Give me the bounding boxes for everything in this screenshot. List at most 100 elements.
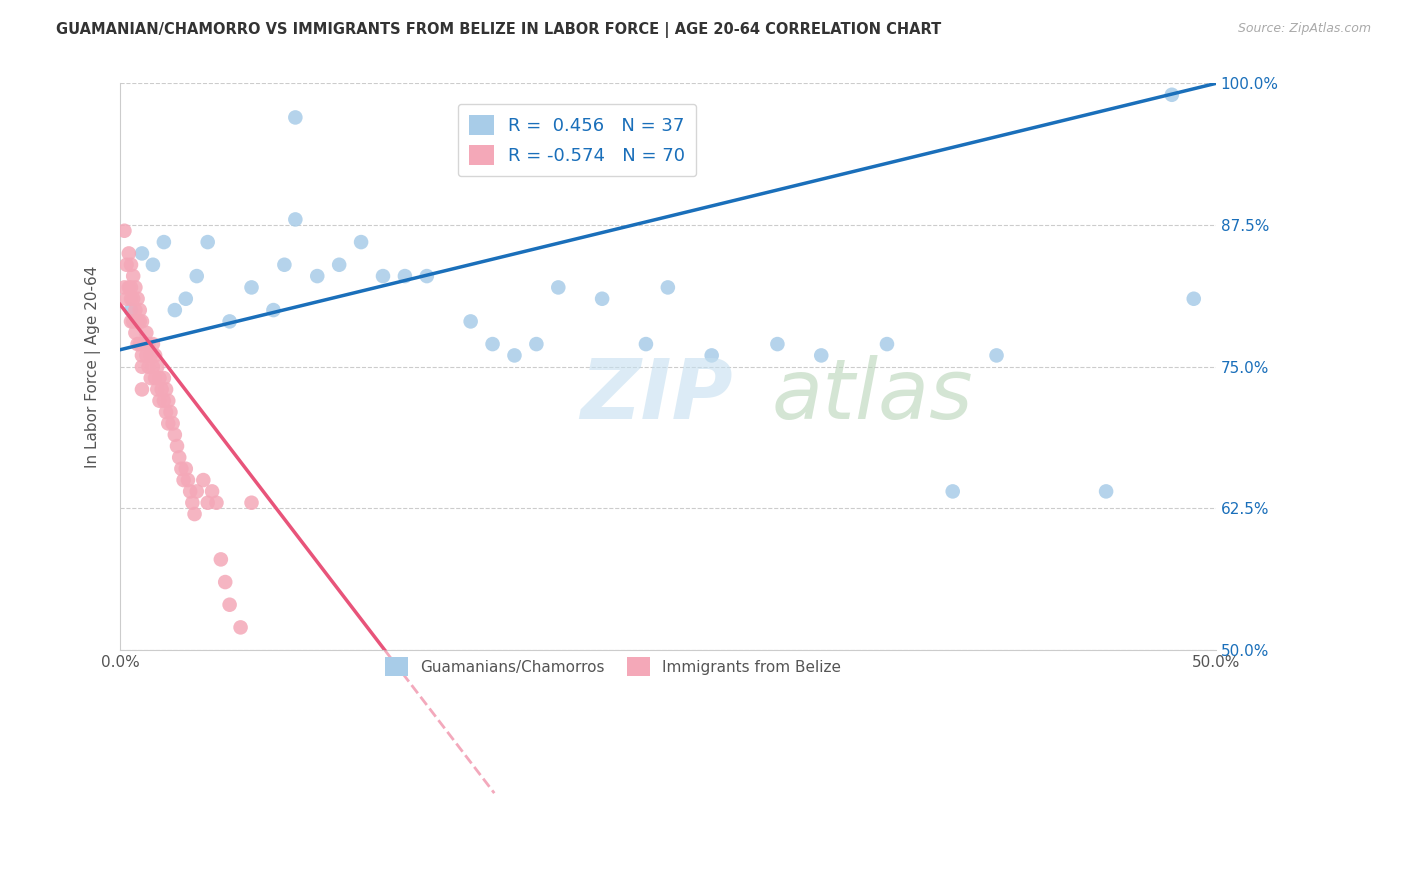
Point xyxy=(547,280,569,294)
Point xyxy=(127,314,149,328)
Point xyxy=(197,496,219,510)
Point xyxy=(127,337,149,351)
Point xyxy=(124,280,146,294)
Point xyxy=(142,258,165,272)
Point xyxy=(1182,292,1205,306)
Point xyxy=(155,405,177,419)
Point xyxy=(166,439,188,453)
Point xyxy=(201,484,224,499)
Point xyxy=(148,393,170,408)
Text: ZIP: ZIP xyxy=(581,355,733,435)
Point xyxy=(700,348,723,362)
Point xyxy=(218,314,240,328)
Point xyxy=(197,235,219,249)
Point xyxy=(181,496,204,510)
Point xyxy=(229,620,252,634)
Point xyxy=(371,269,394,284)
Point xyxy=(284,111,307,125)
Point xyxy=(1160,87,1182,102)
Point xyxy=(1095,484,1118,499)
Point xyxy=(115,258,138,272)
Point xyxy=(122,269,145,284)
Point xyxy=(131,383,153,397)
Point xyxy=(657,280,679,294)
Point xyxy=(131,359,153,374)
Point xyxy=(183,507,205,521)
Point xyxy=(135,348,157,362)
Point xyxy=(131,246,153,260)
Point xyxy=(218,598,240,612)
Point xyxy=(153,393,176,408)
Point xyxy=(115,292,138,306)
Point xyxy=(128,303,150,318)
Point xyxy=(120,292,142,306)
Point xyxy=(146,359,169,374)
Point xyxy=(174,461,197,475)
Point xyxy=(148,371,170,385)
Point xyxy=(163,427,186,442)
Point xyxy=(262,303,284,318)
Point xyxy=(138,337,160,351)
Point xyxy=(124,326,146,340)
Point xyxy=(273,258,295,272)
Point xyxy=(240,496,263,510)
Point xyxy=(143,348,166,362)
Point xyxy=(942,484,965,499)
Point xyxy=(127,292,149,306)
Point xyxy=(186,269,208,284)
Point xyxy=(120,280,142,294)
Point xyxy=(157,393,180,408)
Point xyxy=(122,314,145,328)
Point xyxy=(634,337,657,351)
Point xyxy=(142,359,165,374)
Point xyxy=(163,303,186,318)
Legend: Guamanians/Chamorros, Immigrants from Belize: Guamanians/Chamorros, Immigrants from Be… xyxy=(378,651,848,682)
Point xyxy=(460,314,482,328)
Point xyxy=(128,314,150,328)
Point xyxy=(481,337,503,351)
Point xyxy=(131,348,153,362)
Text: Source: ZipAtlas.com: Source: ZipAtlas.com xyxy=(1237,22,1371,36)
Point xyxy=(142,337,165,351)
Point xyxy=(416,269,439,284)
Y-axis label: In Labor Force | Age 20-64: In Labor Force | Age 20-64 xyxy=(86,266,101,468)
Point xyxy=(120,314,142,328)
Point xyxy=(205,496,228,510)
Point xyxy=(143,371,166,385)
Point xyxy=(307,269,329,284)
Point xyxy=(138,359,160,374)
Point xyxy=(155,383,177,397)
Point xyxy=(167,450,190,465)
Point xyxy=(120,303,142,318)
Point xyxy=(177,473,200,487)
Point xyxy=(153,371,176,385)
Point xyxy=(503,348,526,362)
Point xyxy=(876,337,898,351)
Point xyxy=(118,280,141,294)
Point xyxy=(193,473,215,487)
Point xyxy=(124,303,146,318)
Point xyxy=(524,337,547,351)
Point xyxy=(153,235,176,249)
Point xyxy=(214,575,236,590)
Point xyxy=(179,484,201,499)
Point xyxy=(174,292,197,306)
Point xyxy=(766,337,789,351)
Point xyxy=(120,258,142,272)
Point xyxy=(159,405,181,419)
Point xyxy=(131,314,153,328)
Point xyxy=(173,473,195,487)
Point xyxy=(139,371,162,385)
Point xyxy=(350,235,373,249)
Point xyxy=(114,224,136,238)
Point xyxy=(135,326,157,340)
Point xyxy=(146,383,169,397)
Point xyxy=(986,348,1008,362)
Point xyxy=(122,292,145,306)
Point xyxy=(150,383,173,397)
Point xyxy=(139,348,162,362)
Point xyxy=(591,292,613,306)
Point xyxy=(157,417,180,431)
Point xyxy=(328,258,350,272)
Point xyxy=(118,246,141,260)
